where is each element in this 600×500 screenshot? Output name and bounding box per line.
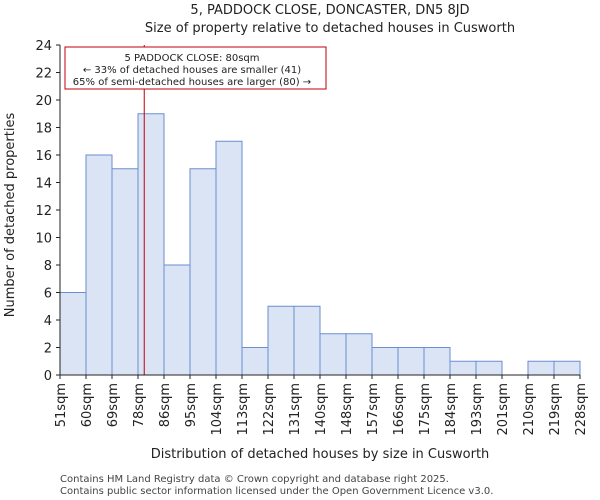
- y-tick-label: 4: [44, 314, 52, 329]
- y-tick-label: 12: [35, 204, 52, 219]
- x-tick-label: 122sqm: [262, 383, 277, 436]
- y-tick-label: 10: [35, 232, 52, 247]
- x-axis-label: Distribution of detached houses by size …: [151, 447, 490, 462]
- histogram-bar: [189, 168, 217, 376]
- chart-title: 5, PADDOCK CLOSE, DONCASTER, DN5 8JD: [190, 3, 469, 18]
- annotation-line-2: ← 33% of detached houses are smaller (41…: [83, 65, 301, 76]
- histogram-bar: [267, 305, 295, 376]
- histogram-bar: [345, 333, 373, 376]
- histogram-bar: [59, 292, 87, 376]
- annotation-line-3: 65% of semi-detached houses are larger (…: [73, 77, 311, 88]
- footer-line-1: Contains HM Land Registry data © Crown c…: [60, 474, 449, 485]
- histogram-bar: [527, 360, 555, 376]
- y-tick-label: 8: [44, 259, 52, 274]
- footer-line-2: Contains public sector information licen…: [60, 486, 493, 497]
- y-tick-label: 2: [44, 342, 52, 357]
- x-tick-label: 140sqm: [314, 383, 329, 436]
- x-tick-label: 113sqm: [236, 383, 251, 436]
- y-tick-label: 0: [44, 369, 52, 384]
- histogram-bar: [215, 140, 243, 376]
- x-tick-label: 86sqm: [158, 383, 173, 427]
- x-tick-label: 131sqm: [288, 383, 303, 436]
- y-tick-label: 24: [35, 39, 52, 54]
- histogram-bar: [475, 360, 503, 376]
- y-tick-label: 20: [35, 94, 52, 109]
- histogram-bar: [423, 347, 451, 376]
- y-tick-label: 14: [35, 177, 52, 192]
- annotation-box: 5 PADDOCK CLOSE: 80sqm ← 33% of detached…: [64, 46, 327, 90]
- y-tick-label: 16: [35, 149, 52, 164]
- x-tick-label: 210sqm: [522, 383, 537, 436]
- x-tick-label: 104sqm: [210, 383, 225, 436]
- histogram-bar: [449, 360, 477, 376]
- y-tick-label: 6: [44, 287, 52, 302]
- x-tick-label: 148sqm: [340, 383, 355, 436]
- x-tick-label: 69sqm: [106, 383, 121, 427]
- x-tick-label: 166sqm: [392, 383, 407, 436]
- x-tick-label: 51sqm: [54, 383, 69, 427]
- x-tick-label: 175sqm: [418, 383, 433, 436]
- chart-subtitle: Size of property relative to detached ho…: [145, 21, 515, 36]
- histogram-bar: [137, 113, 165, 376]
- histogram-bar: [397, 347, 425, 376]
- x-tick-label: 95sqm: [184, 383, 199, 427]
- x-tick-label: 219sqm: [548, 383, 563, 436]
- histogram-bar: [241, 347, 269, 376]
- histogram-bar: [111, 168, 139, 376]
- histogram-bar: [553, 360, 581, 376]
- y-tick-label: 18: [35, 122, 52, 137]
- histogram-bar: [371, 347, 399, 376]
- x-tick-label: 201sqm: [496, 383, 511, 436]
- x-tick-label: 184sqm: [444, 383, 459, 436]
- bars-group: [59, 113, 581, 376]
- histogram-bar: [163, 264, 191, 376]
- annotation-border: [64, 46, 327, 90]
- annotation-line-1: 5 PADDOCK CLOSE: 80sqm: [124, 53, 259, 64]
- x-tick-label: 228sqm: [574, 383, 589, 436]
- x-tick-label: 157sqm: [366, 383, 381, 436]
- x-axis-ticks: 51sqm 60sqm 69sqm 78sqm 86sqm 95sqm 104sqm 113s…: [54, 375, 589, 436]
- x-tick-label: 78sqm: [132, 383, 147, 427]
- x-tick-label: 60sqm: [80, 383, 95, 427]
- histogram-bar: [85, 154, 113, 376]
- y-tick-label: 22: [35, 67, 52, 82]
- y-axis-label: Number of detached properties: [3, 113, 18, 318]
- histogram-bar: [319, 333, 347, 376]
- x-tick-label: 193sqm: [470, 383, 485, 436]
- histogram-bar: [293, 305, 321, 376]
